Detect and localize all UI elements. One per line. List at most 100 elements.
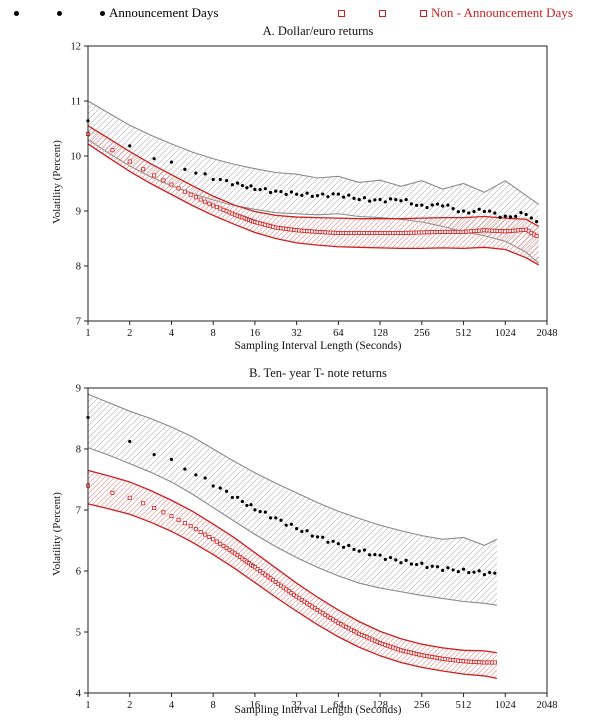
- announcement-mean-dot: [249, 184, 253, 188]
- announcement-mean-dot: [326, 195, 330, 199]
- non-announcement-mean-square: [198, 529, 203, 534]
- non-announcement-mean-square: [218, 541, 223, 546]
- announcement-mean-dot: [378, 197, 382, 202]
- announcement-mean-dot: [274, 516, 278, 520]
- announcement-mean-dot: [315, 194, 320, 198]
- non-announcement-mean-square: [176, 517, 181, 522]
- announcement-mean-dot: [467, 571, 471, 575]
- announcement-mean-dot: [394, 197, 398, 202]
- announcement-mean-dot: [420, 203, 424, 207]
- legend-label-announcement: Announcement Days: [109, 5, 219, 20]
- non-announcement-mean-square: [152, 173, 157, 178]
- announcement-mean-dot: [169, 457, 174, 462]
- announcement-mean-dot: [441, 204, 445, 208]
- announcement-mean-dot: [253, 508, 257, 512]
- announcement-mean-dot: [183, 167, 187, 171]
- non-announcement-mean-square: [211, 537, 216, 542]
- announcement-dot-icon: [14, 10, 19, 16]
- announcement-mean-dot: [388, 555, 393, 560]
- non-announcement-mean-square: [161, 510, 166, 515]
- announcement-days-band-lower-line: [87, 447, 497, 606]
- announcement-mean-dot: [488, 209, 492, 213]
- announcement-mean-dot: [194, 171, 198, 175]
- announcement-mean-dot: [203, 476, 207, 480]
- non-announcement-mean-square: [207, 201, 212, 206]
- x-axis-tick-label: 2: [127, 700, 132, 711]
- legend-item-non-announcement: Non - Announcement Days: [338, 4, 573, 22]
- announcement-mean-dot: [263, 510, 267, 514]
- announcement-mean-dot: [352, 547, 356, 551]
- x-axis-tick-label: 1024: [495, 328, 517, 339]
- non-announcement-mean-square: [198, 197, 203, 202]
- announcement-mean-dot: [368, 199, 372, 203]
- x-axis-tick-label: 16: [250, 328, 261, 339]
- announcement-mean-dot: [362, 548, 367, 552]
- announcement-mean-dot: [482, 573, 487, 577]
- announcement-mean-dot: [534, 220, 539, 224]
- x-axis-tick-label: 4: [169, 700, 175, 711]
- announcement-mean-dot: [300, 193, 304, 197]
- panel-a-title: A. Dollar/euro returns: [262, 24, 374, 38]
- x-axis-tick-label: 128: [372, 700, 388, 711]
- announcement-mean-dot: [362, 196, 367, 200]
- non-announcement-square-icon: [338, 9, 345, 17]
- announcement-mean-dot: [310, 194, 314, 198]
- announcement-mean-dot: [258, 509, 262, 514]
- announcement-mean-dot: [472, 209, 476, 214]
- non-announcement-mean-square: [218, 206, 223, 211]
- announcement-mean-dot: [383, 557, 387, 562]
- y-axis-tick-label: 9: [76, 207, 81, 218]
- x-axis-tick-label: 256: [414, 700, 430, 711]
- y-axis-tick-label: 5: [76, 628, 81, 639]
- x-axis-tick-label: 512: [456, 328, 472, 339]
- announcement-mean-dot: [368, 553, 372, 557]
- non-announcement-mean-square: [188, 192, 193, 197]
- announcement-mean-dot: [508, 215, 513, 219]
- announcement-mean-dot: [399, 561, 403, 565]
- announcement-mean-dot: [295, 192, 299, 196]
- announcement-mean-dot: [284, 192, 288, 197]
- announcement-mean-dot: [284, 523, 288, 527]
- announcement-mean-dot: [404, 198, 408, 202]
- announcement-mean-dot: [249, 503, 253, 507]
- announcement-mean-dot: [230, 495, 234, 500]
- legend-label-non-announcement: Non - Announcement Days: [431, 5, 573, 20]
- y-axis-tick-label: 4: [76, 689, 82, 700]
- announcement-mean-dot: [245, 186, 249, 190]
- non-announcement-mean-square: [169, 182, 174, 187]
- non-announcement-mean-square: [203, 199, 208, 204]
- panel-b-ylabel: Volatility (Percent): [51, 492, 63, 576]
- non-announcement-mean-square: [110, 490, 115, 495]
- announcement-mean-dot: [430, 203, 434, 207]
- non-announcement-mean-square: [161, 178, 166, 183]
- x-axis-tick-label: 1024: [495, 700, 517, 711]
- announcement-mean-dot: [435, 565, 440, 569]
- announcement-mean-dot: [289, 522, 294, 526]
- announcement-mean-dot: [235, 181, 240, 185]
- y-axis-tick-label: 6: [76, 567, 81, 578]
- x-axis-tick-label: 128: [372, 328, 388, 339]
- announcement-mean-dot: [519, 211, 523, 215]
- announcement-mean-dot: [268, 516, 273, 520]
- y-axis-tick-label: 9: [76, 384, 81, 395]
- non-announcement-mean-square: [203, 532, 208, 537]
- non-announcement-mean-square: [141, 501, 146, 506]
- announcement-mean-dot: [425, 205, 429, 210]
- announcement-mean-dot: [415, 562, 419, 567]
- announcement-mean-dot: [310, 534, 314, 538]
- announcement-mean-dot: [373, 198, 377, 202]
- announcement-mean-dot: [218, 177, 222, 182]
- announcement-mean-dot: [128, 144, 132, 148]
- announcement-mean-dot: [279, 518, 283, 522]
- announcement-mean-dot: [482, 209, 487, 214]
- x-axis-tick-label: 8: [211, 700, 216, 711]
- panel-b-title: B. Ten- year T- note returns: [249, 366, 387, 380]
- legend-item-announcement: Announcement Days: [14, 4, 218, 22]
- announcement-mean-dot: [321, 535, 325, 539]
- non-announcement-mean-square: [211, 203, 216, 208]
- announcement-mean-dot: [152, 453, 156, 457]
- announcement-mean-dot: [529, 216, 533, 220]
- announcement-mean-dot: [373, 552, 377, 557]
- announcement-days-confidence-band: [88, 394, 497, 606]
- announcement-mean-dot: [430, 564, 434, 568]
